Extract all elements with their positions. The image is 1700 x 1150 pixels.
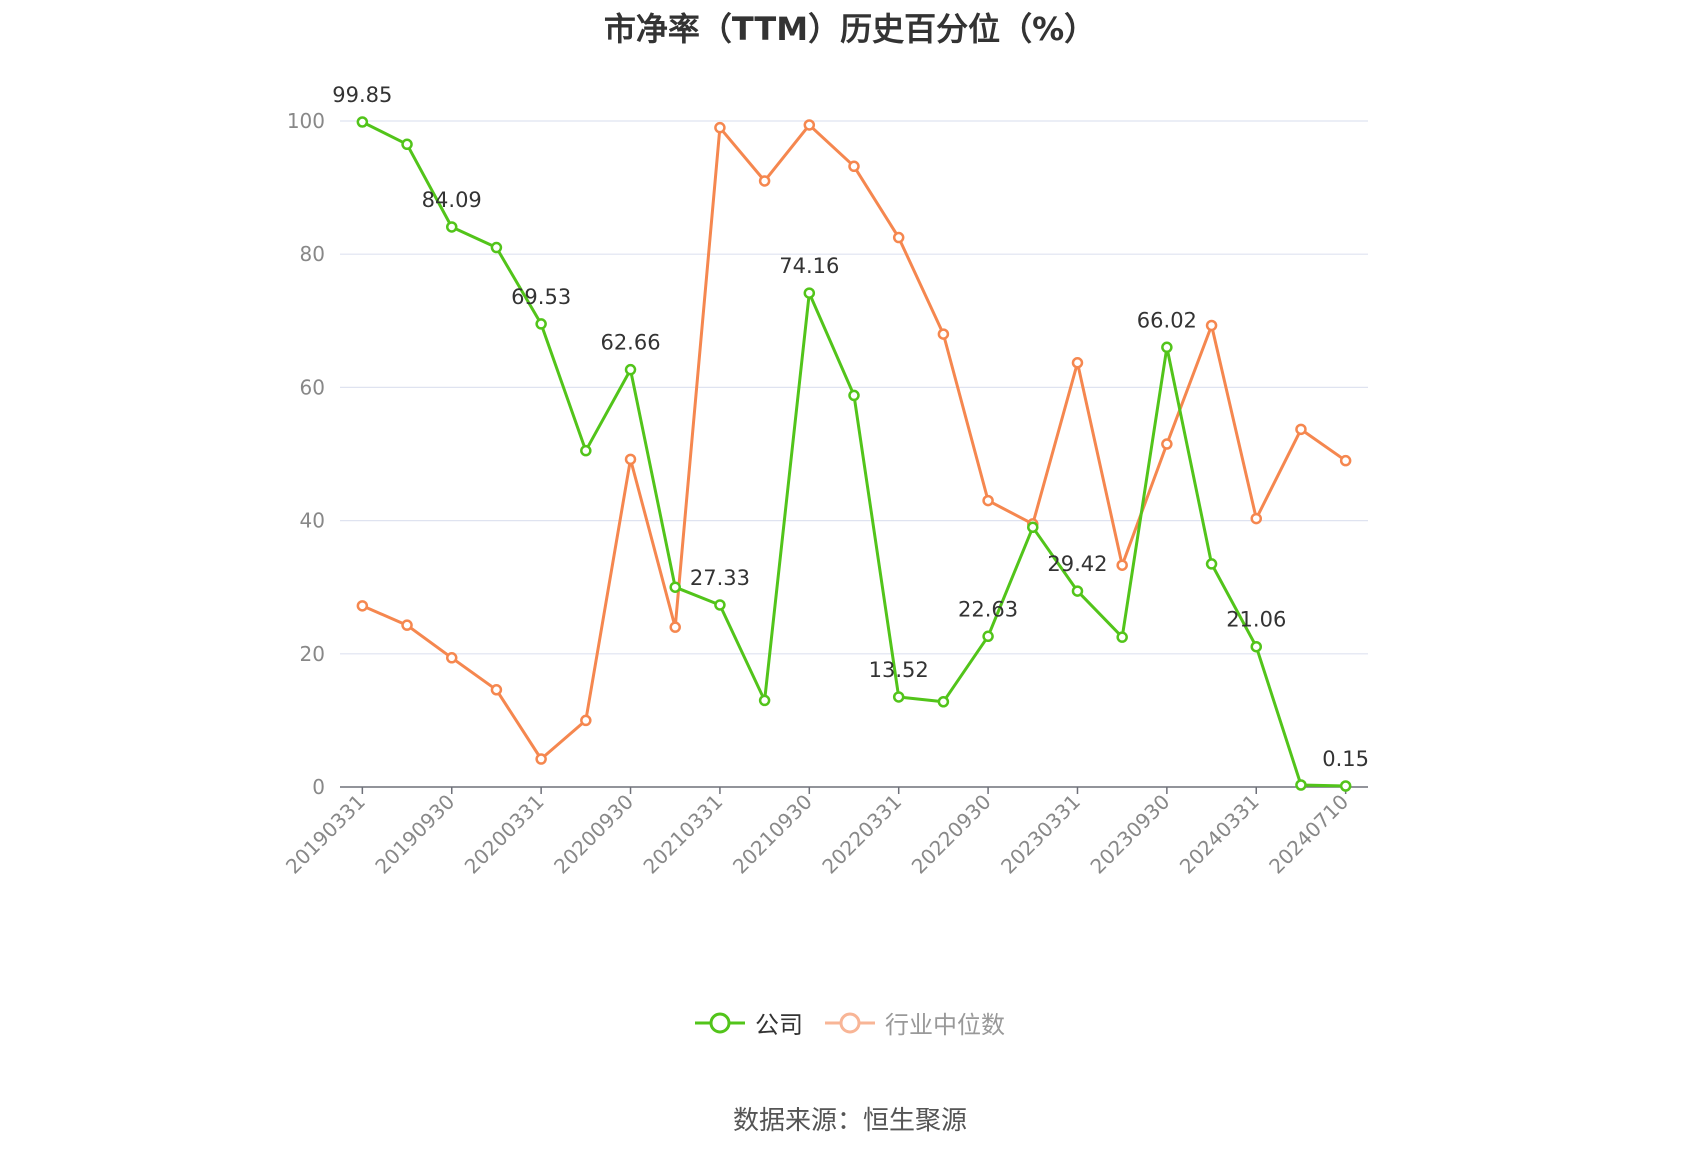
y-tick-label: 80	[300, 242, 325, 266]
data-label: 74.16	[779, 254, 839, 278]
company-point[interactable]	[1161, 341, 1173, 354]
company-point[interactable]	[1027, 521, 1039, 534]
data-label: 22.63	[958, 597, 1018, 621]
company-point[interactable]	[535, 318, 547, 330]
x-tick-label: 20240331	[1175, 790, 1264, 879]
industry-point[interactable]	[803, 119, 816, 131]
legend: 公司 行业中位数	[0, 1005, 1700, 1040]
x-tick-label: 20210930	[728, 790, 817, 879]
series-line-company	[361, 120, 1346, 788]
x-tick-label: 20220331	[817, 790, 906, 879]
data-label: 69.53	[511, 285, 571, 309]
industry-point[interactable]	[1250, 512, 1263, 525]
y-tick-label: 20	[300, 642, 325, 666]
company-point[interactable]	[356, 116, 369, 128]
industry-point[interactable]	[490, 684, 503, 696]
industry-point[interactable]	[1071, 357, 1084, 369]
axes: 0 20 40 60 80 100 20190331 20190930 20200331 2020…	[281, 109, 1368, 879]
industry-point[interactable]	[848, 160, 860, 173]
data-label: 84.09	[422, 188, 482, 212]
industry-point[interactable]	[401, 619, 413, 631]
data-label: 99.85	[332, 83, 392, 107]
industry-point[interactable]	[669, 621, 681, 633]
industry-point[interactable]	[758, 175, 771, 187]
legend-item-industry-median[interactable]: 行业中位数	[825, 1005, 1005, 1040]
company-point[interactable]	[1295, 779, 1307, 791]
industry-point[interactable]	[937, 328, 950, 340]
x-tick-label: 20210331	[638, 790, 727, 879]
grid-lines	[340, 120, 1368, 655]
data-label: 0.15	[1322, 747, 1369, 771]
company-point[interactable]	[624, 363, 637, 376]
company-point[interactable]	[490, 241, 503, 254]
company-point[interactable]	[1116, 631, 1128, 643]
x-tick-label: 20190331	[281, 790, 370, 879]
company-point[interactable]	[892, 691, 905, 703]
x-tick-label: 20230331	[996, 790, 1085, 879]
series-line-industry-median	[361, 123, 1347, 761]
legend-item-company[interactable]: 公司	[695, 1005, 803, 1040]
data-label: 66.02	[1137, 308, 1197, 332]
legend-industry-label: 行业中位数	[885, 1011, 1005, 1039]
company-point[interactable]	[580, 444, 592, 457]
company-point[interactable]	[937, 696, 950, 708]
x-tick-label: 20240710	[1264, 790, 1353, 879]
industry-point[interactable]	[624, 453, 637, 466]
chart-title: 市净率（TTM）历史百分位（%）	[603, 10, 1097, 48]
company-point[interactable]	[1205, 558, 1218, 570]
legend-industry-symbol-icon	[825, 1012, 875, 1033]
source-note: 数据来源：恒生聚源	[732, 1106, 967, 1136]
company-point[interactable]	[669, 581, 681, 593]
data-labels: 99.85 84.09 69.53 62.66 27.33 74.16 13.52 22.63…	[332, 83, 1369, 771]
company-point[interactable]	[848, 389, 860, 402]
company-point[interactable]	[1339, 780, 1352, 792]
y-tick-label: 40	[300, 509, 325, 533]
industry-point[interactable]	[982, 494, 994, 507]
data-label: 21.06	[1226, 608, 1286, 632]
industry-point[interactable]	[1295, 423, 1307, 436]
company-point[interactable]	[1071, 585, 1084, 597]
company-point[interactable]	[445, 221, 458, 233]
company-point[interactable]	[401, 138, 413, 151]
industry-point[interactable]	[1161, 438, 1173, 450]
y-tick-label: 60	[300, 375, 325, 399]
x-tick-label: 20230930	[1085, 790, 1174, 879]
y-tick-label: 100	[287, 109, 325, 133]
series	[356, 116, 1352, 792]
industry-point[interactable]	[1116, 559, 1128, 571]
x-tick-label: 20190930	[370, 790, 459, 879]
data-label: 13.52	[869, 658, 929, 682]
legend-company-symbol-icon	[695, 1012, 745, 1033]
x-tick-label: 20220930	[907, 790, 996, 879]
industry-point[interactable]	[445, 652, 458, 664]
industry-point[interactable]	[356, 600, 369, 612]
x-tick-label: 20200331	[460, 790, 549, 879]
industry-point[interactable]	[892, 231, 905, 244]
data-label: 27.33	[690, 566, 750, 590]
industry-point[interactable]	[714, 121, 726, 134]
company-point[interactable]	[1250, 640, 1263, 653]
legend-company-label: 公司	[755, 1011, 803, 1039]
industry-point[interactable]	[580, 714, 592, 727]
company-point[interactable]	[803, 287, 816, 299]
company-point[interactable]	[982, 630, 994, 643]
data-label: 62.66	[600, 331, 660, 355]
x-tick-label: 20200930	[549, 790, 638, 879]
industry-point[interactable]	[1339, 454, 1352, 467]
company-point[interactable]	[758, 694, 771, 707]
company-point[interactable]	[714, 599, 726, 611]
industry-point[interactable]	[1205, 319, 1218, 332]
industry-point[interactable]	[535, 753, 547, 765]
data-label: 29.42	[1047, 552, 1107, 576]
y-tick-label: 0	[312, 775, 325, 799]
